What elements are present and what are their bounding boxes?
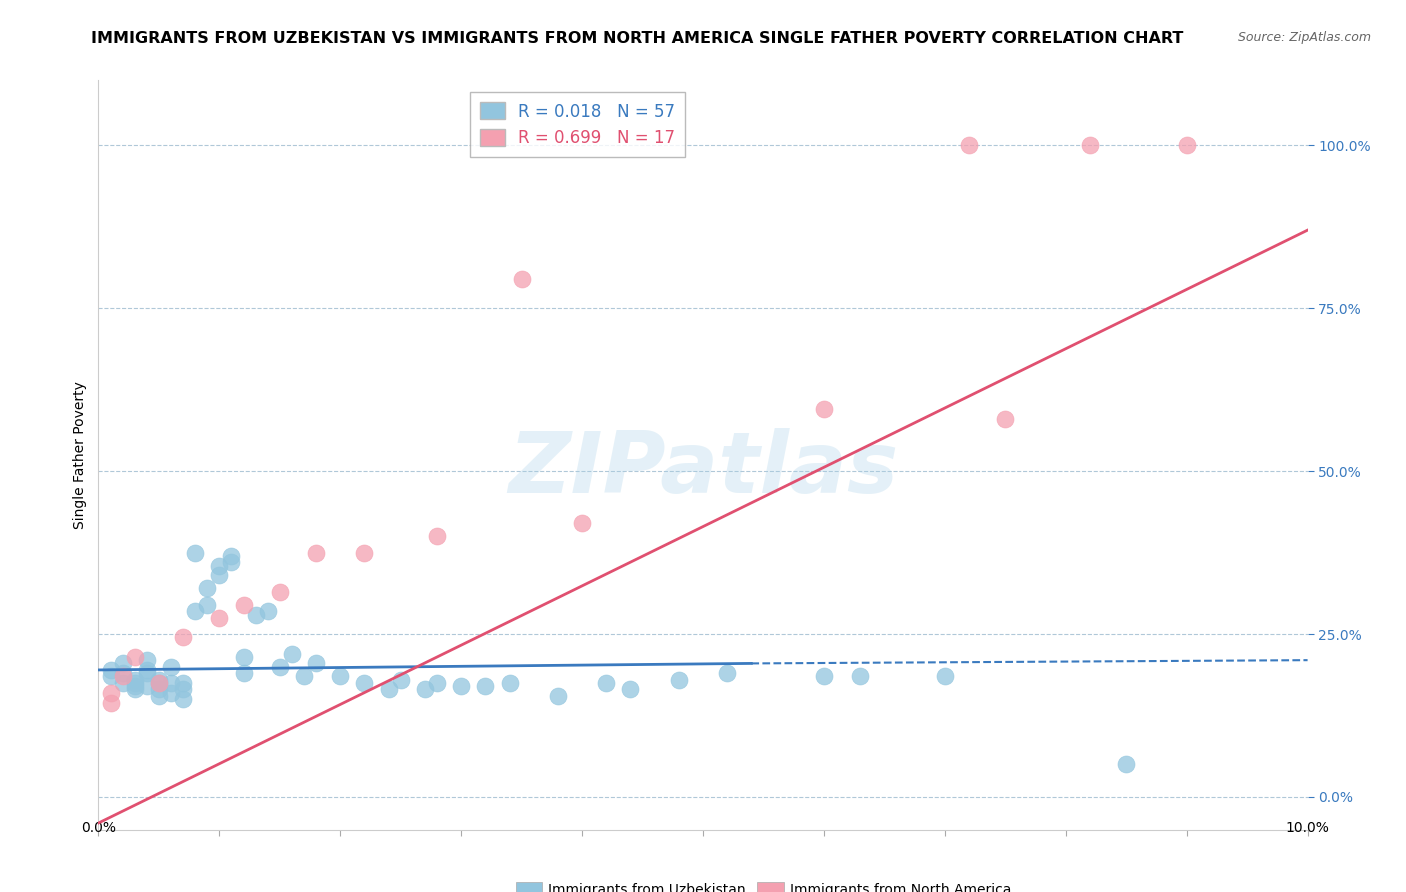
- Point: [668, 673, 690, 687]
- Point: [232, 649, 254, 664]
- Point: [195, 582, 218, 596]
- Point: [172, 692, 194, 706]
- Point: [813, 402, 835, 417]
- Point: [208, 568, 231, 582]
- Point: [135, 653, 157, 667]
- Text: IMMIGRANTS FROM UZBEKISTAN VS IMMIGRANTS FROM NORTH AMERICA SINGLE FATHER POVERT: IMMIGRANTS FROM UZBEKISTAN VS IMMIGRANTS…: [91, 31, 1184, 46]
- Point: [813, 669, 835, 683]
- Text: ZIPatlas: ZIPatlas: [508, 428, 898, 511]
- Text: 10.0%: 10.0%: [1285, 821, 1330, 835]
- Point: [450, 679, 472, 693]
- Point: [571, 516, 593, 531]
- Point: [595, 676, 617, 690]
- Point: [135, 663, 157, 677]
- Point: [172, 682, 194, 697]
- Point: [124, 679, 146, 693]
- Point: [208, 611, 231, 625]
- Point: [426, 529, 449, 543]
- Point: [957, 138, 980, 153]
- Text: Immigrants from Uzbekistan: Immigrants from Uzbekistan: [548, 882, 745, 892]
- Point: [305, 546, 328, 560]
- Point: [934, 669, 956, 683]
- Point: [413, 682, 436, 697]
- Point: [281, 647, 304, 661]
- Point: [111, 666, 134, 681]
- Point: [184, 604, 207, 618]
- Point: [184, 546, 207, 560]
- Point: [160, 659, 183, 673]
- Point: [221, 549, 243, 563]
- Point: [547, 689, 569, 703]
- Legend: R = 0.018   N = 57, R = 0.699   N = 17: R = 0.018 N = 57, R = 0.699 N = 17: [470, 93, 685, 157]
- Point: [256, 604, 278, 618]
- Point: [148, 676, 170, 690]
- Point: [111, 657, 134, 671]
- Point: [148, 676, 170, 690]
- Text: Source: ZipAtlas.com: Source: ZipAtlas.com: [1237, 31, 1371, 45]
- Point: [124, 676, 146, 690]
- Point: [172, 676, 194, 690]
- Point: [232, 666, 254, 681]
- Point: [148, 673, 170, 687]
- Point: [124, 682, 146, 697]
- Point: [377, 682, 399, 697]
- Point: [111, 669, 134, 683]
- Point: [292, 669, 315, 683]
- Point: [232, 598, 254, 612]
- Point: [245, 607, 267, 622]
- Point: [195, 598, 218, 612]
- Point: [100, 663, 122, 677]
- FancyBboxPatch shape: [516, 882, 543, 892]
- Text: 0.0%: 0.0%: [82, 821, 115, 835]
- Point: [474, 679, 496, 693]
- Point: [148, 682, 170, 697]
- Point: [510, 272, 533, 286]
- Point: [135, 666, 157, 681]
- Point: [172, 631, 194, 645]
- Point: [124, 649, 146, 664]
- Point: [716, 666, 738, 681]
- Point: [498, 676, 520, 690]
- Point: [221, 556, 243, 570]
- FancyBboxPatch shape: [758, 882, 785, 892]
- Point: [305, 657, 328, 671]
- Point: [100, 686, 122, 700]
- Y-axis label: Single Father Poverty: Single Father Poverty: [73, 381, 87, 529]
- Point: [111, 676, 134, 690]
- Text: Immigrants from North America: Immigrants from North America: [790, 882, 1011, 892]
- Point: [329, 669, 352, 683]
- Point: [619, 682, 641, 697]
- Point: [148, 689, 170, 703]
- Point: [269, 659, 291, 673]
- Point: [135, 679, 157, 693]
- Point: [269, 584, 291, 599]
- Point: [353, 676, 375, 690]
- Point: [1175, 138, 1198, 153]
- Point: [1115, 757, 1137, 772]
- Point: [124, 673, 146, 687]
- Point: [849, 669, 872, 683]
- Point: [1078, 138, 1101, 153]
- Point: [160, 686, 183, 700]
- Point: [160, 676, 183, 690]
- Point: [353, 546, 375, 560]
- Point: [100, 669, 122, 683]
- Point: [994, 412, 1017, 426]
- Point: [426, 676, 449, 690]
- Point: [100, 696, 122, 710]
- Point: [389, 673, 412, 687]
- Point: [208, 558, 231, 573]
